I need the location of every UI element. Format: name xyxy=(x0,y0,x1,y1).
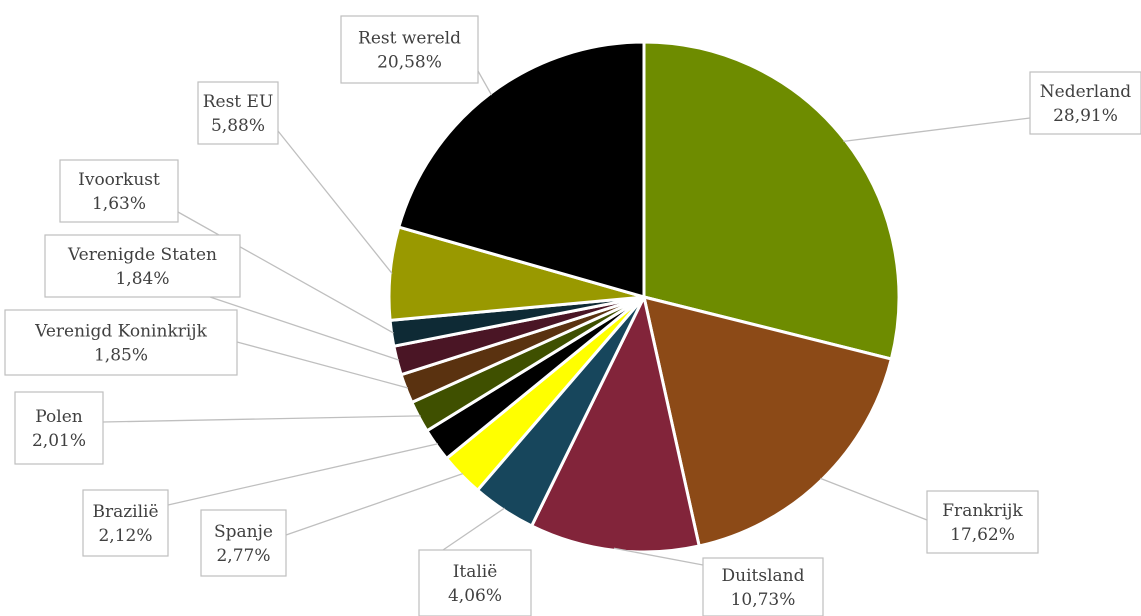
data-label-rest-eu: Rest EU 5,88% xyxy=(197,81,279,145)
pie-slice-frankrijk xyxy=(642,294,894,548)
data-label-value: 28,91% xyxy=(1053,106,1118,126)
data-label-value: 1,84% xyxy=(115,269,169,289)
data-label-brazilie: Brazilië 2,12% xyxy=(82,489,169,557)
leader-line-polen xyxy=(102,415,421,423)
leader-line-italie xyxy=(442,507,505,551)
data-label-value: 20,58% xyxy=(377,53,442,73)
data-label-box xyxy=(340,15,479,84)
data-label-name: Frankrijk xyxy=(942,501,1023,521)
leader-line-spanje xyxy=(285,472,464,536)
data-label-name: Polen xyxy=(35,407,82,427)
data-label-ivoorkust: Ivoorkust 1,63% xyxy=(59,159,179,223)
pie-slice-duitsland xyxy=(529,292,701,554)
data-label-value: 2,12% xyxy=(98,526,152,546)
leader-line-nederland xyxy=(843,117,1031,143)
data-label-duitsland: Duitsland 10,73% xyxy=(702,557,824,616)
data-label-frankrijk: Frankrijk 17,62% xyxy=(926,490,1039,554)
data-label-name: Rest EU xyxy=(203,92,274,112)
pie-slices xyxy=(387,40,901,554)
data-label-name: Duitsland xyxy=(722,566,805,586)
data-label-name: Verenigde Staten xyxy=(67,245,217,265)
data-label-box xyxy=(1029,71,1141,135)
leader-line-verenigd-koninkrijk xyxy=(236,341,409,389)
data-label-name: Verenigd Koninkrijk xyxy=(34,322,207,342)
slice-labels: Nederland 28,91% Frankrijk 17,62% Duitsland 1… xyxy=(4,15,1141,616)
data-label-box xyxy=(197,81,279,145)
leader-line-frankrijk xyxy=(820,477,928,521)
data-label-value: 1,85% xyxy=(94,346,148,366)
data-label-nederland: Nederland 28,91% xyxy=(1029,71,1141,135)
leader-line-rest-eu xyxy=(277,130,393,274)
data-label-box xyxy=(44,234,241,298)
data-label-verenigd-koninkrijk: Verenigd Koninkrijk 1,85% xyxy=(4,309,238,376)
data-label-value: 10,73% xyxy=(731,590,796,610)
data-label-box xyxy=(702,557,824,616)
data-label-name: Rest wereld xyxy=(358,29,461,49)
leader-line-ivoorkust xyxy=(177,211,394,334)
data-label-box xyxy=(200,509,287,577)
data-label-name: Italië xyxy=(453,562,498,582)
data-label-value: 4,06% xyxy=(448,586,502,606)
data-label-value: 2,01% xyxy=(32,431,86,451)
leader-line-duitsland xyxy=(613,547,704,566)
data-label-name: Ivoorkust xyxy=(78,170,160,190)
data-label-box xyxy=(59,159,179,223)
pie-slice-nederland xyxy=(642,40,901,361)
data-label-box xyxy=(4,309,238,376)
leader-line-rest-wereld xyxy=(477,70,493,96)
data-label-value: 17,62% xyxy=(950,525,1015,545)
leader-line-brazilie xyxy=(167,443,439,506)
data-label-rest-wereld: Rest wereld 20,58% xyxy=(340,15,479,84)
data-label-spanje: Spanje 2,77% xyxy=(200,509,287,577)
data-label-polen: Polen 2,01% xyxy=(14,391,104,465)
data-label-box xyxy=(82,489,169,557)
data-label-box xyxy=(14,391,104,465)
data-label-value: 1,63% xyxy=(92,194,146,214)
data-label-name: Brazilië xyxy=(92,502,158,522)
leader-line-verenigde-staten xyxy=(209,296,400,361)
data-label-box xyxy=(926,490,1039,554)
leader-lines xyxy=(102,70,1031,566)
data-label-italie: Italië 4,06% xyxy=(418,549,532,616)
data-label-name: Spanje xyxy=(214,522,273,542)
data-label-name: Nederland xyxy=(1040,82,1132,102)
data-label-verenigde-staten: Verenigde Staten 1,84% xyxy=(44,234,241,298)
data-label-value: 2,77% xyxy=(216,546,270,566)
data-label-value: 5,88% xyxy=(211,116,265,136)
data-label-box xyxy=(418,549,532,616)
